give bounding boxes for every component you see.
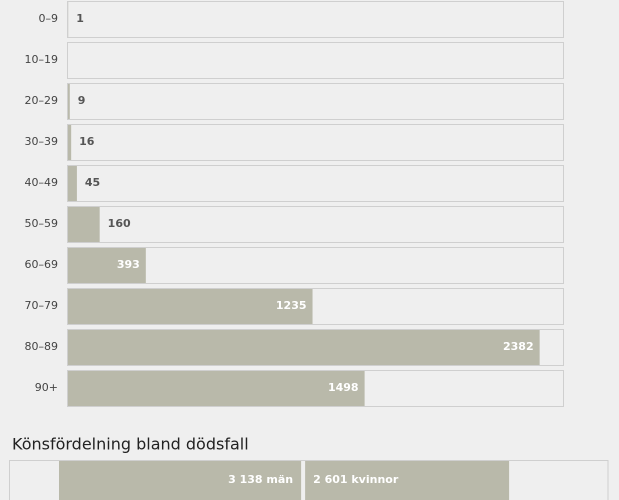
value-label: 393 [117,258,140,271]
bar-track [67,165,564,202]
value-label: 1235 [276,299,307,312]
bar-track [67,83,564,120]
value-label: 3 138 män [228,473,293,486]
value-label: 2382 [503,340,534,353]
value-label: 1498 [328,381,359,394]
value-label: 160 [108,217,131,230]
y-tick-label: 50–59 [25,217,59,230]
y-tick-label: 90+ [35,381,58,394]
bar-track [67,247,564,284]
bar [68,330,540,365]
bar [68,289,313,324]
y-tick-label: 10–19 [25,53,59,66]
bar-track [67,206,564,243]
bar [68,166,77,201]
bar-track [67,1,564,38]
bar-track [67,124,564,161]
y-tick-label: 30–39 [25,135,59,148]
y-tick-label: 40–49 [25,176,59,189]
value-label: 2 601 kvinnor [313,473,399,486]
split-segment [59,461,302,500]
bar-track [67,42,564,79]
value-label: 1 [76,12,84,25]
bar [68,207,100,242]
value-label: 45 [85,176,100,189]
y-tick-label: 80–89 [25,340,59,353]
bar [68,84,70,119]
bar [68,371,365,406]
bar [68,125,72,160]
y-tick-label: 0–9 [39,12,59,25]
y-tick-label: 60–69 [25,258,59,271]
bar [68,248,146,283]
chart-title: Könsfördelning bland dödsfall [12,435,249,454]
value-label: 9 [78,94,86,107]
value-label: 16 [79,135,95,148]
y-tick-label: 20–29 [25,94,59,107]
split-segment [305,461,510,500]
y-tick-label: 70–79 [25,299,59,312]
